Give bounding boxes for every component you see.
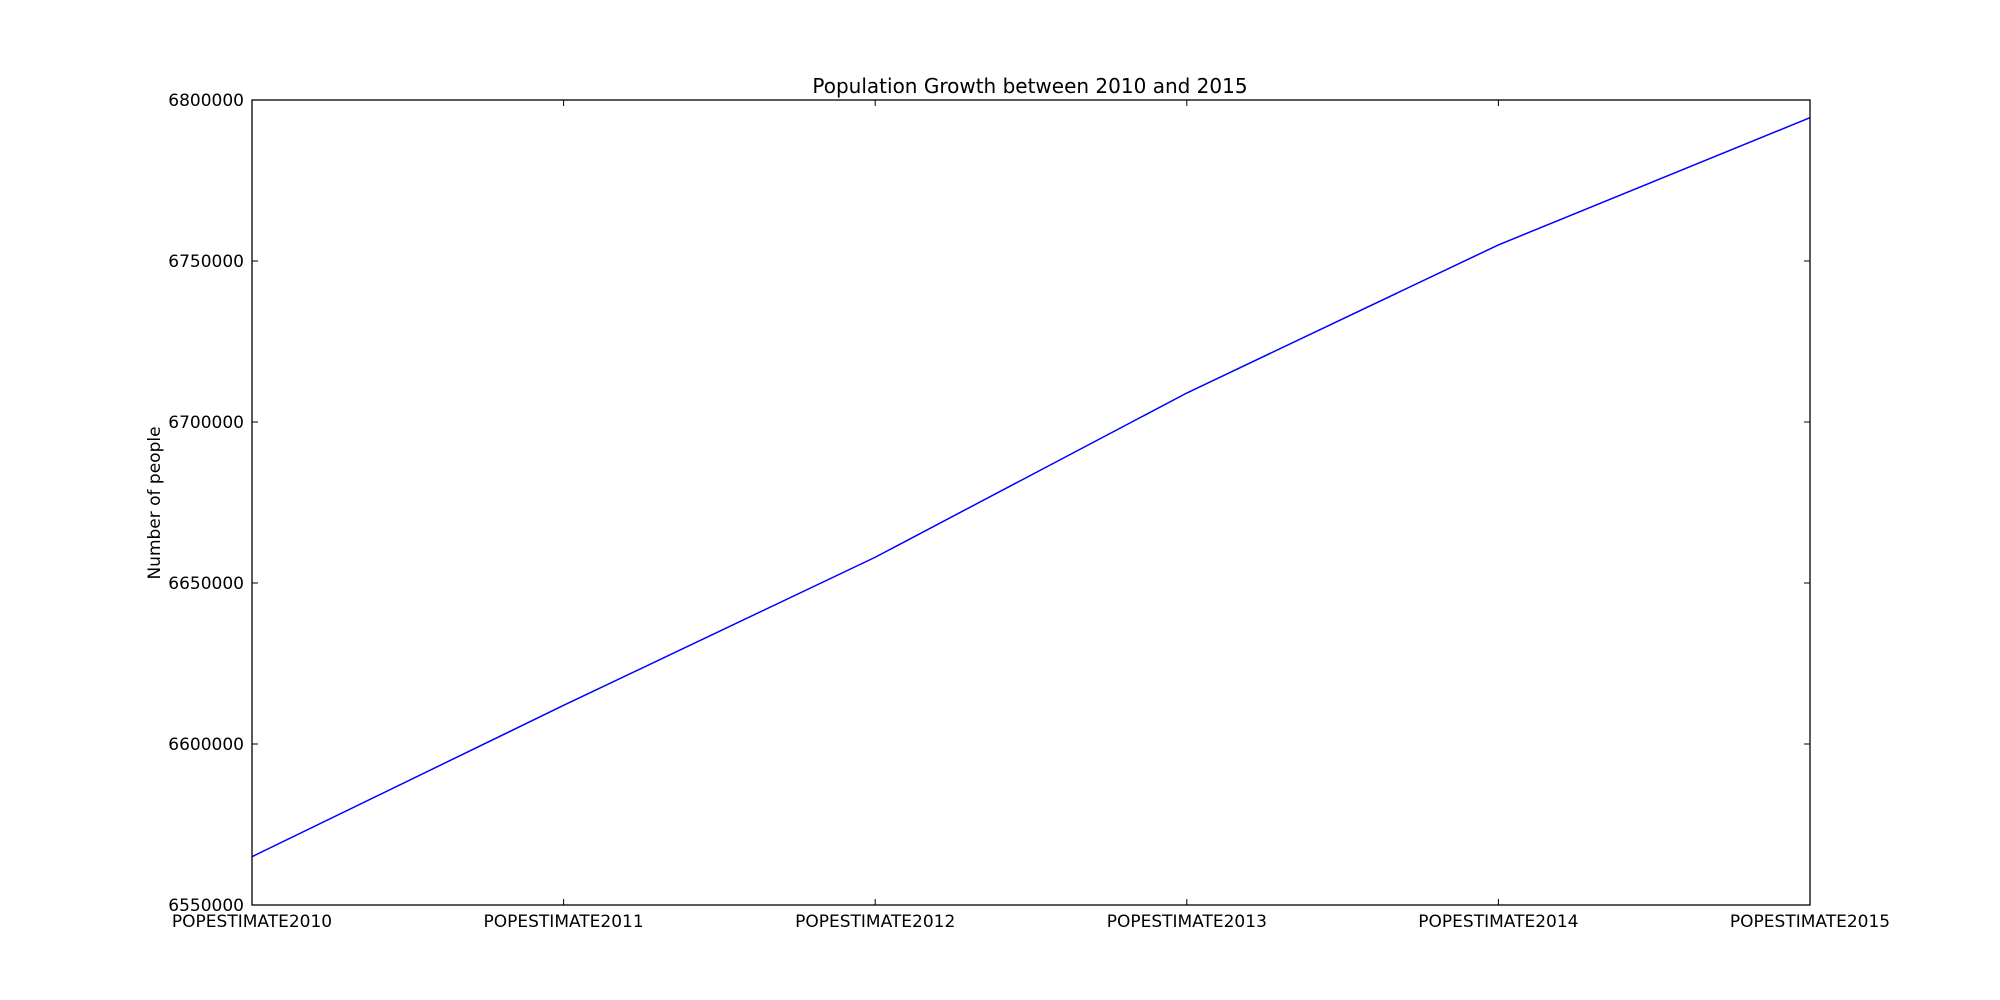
x-tick-label: POPESTIMATE2014 <box>1418 912 1578 932</box>
y-tick-label: 6650000 <box>168 574 244 594</box>
x-tick-label: POPESTIMATE2011 <box>484 912 644 932</box>
x-tick-label: POPESTIMATE2012 <box>795 912 955 932</box>
y-axis-label: Number of people <box>145 426 165 579</box>
x-tick-label: POPESTIMATE2010 <box>172 912 332 932</box>
labels-layer: POPESTIMATE2010 POPESTIMATE2011 POPESTIMAT… <box>168 91 1890 932</box>
y-tick-label: 6750000 <box>168 252 244 272</box>
x-tick-label: POPESTIMATE2013 <box>1107 912 1267 932</box>
series-line <box>251 117 1811 858</box>
y-tick-label: 6700000 <box>168 413 244 433</box>
y-tick-label: 6600000 <box>168 735 244 755</box>
series-layer <box>251 117 1811 858</box>
y-tick-label: 6800000 <box>168 91 244 111</box>
plot-frame <box>251 99 1811 906</box>
x-tick-label: POPESTIMATE2015 <box>1730 912 1890 932</box>
y-tick-label: 6550000 <box>168 896 244 916</box>
chart-title: Population Growth between 2010 and 2015 <box>812 74 1247 98</box>
